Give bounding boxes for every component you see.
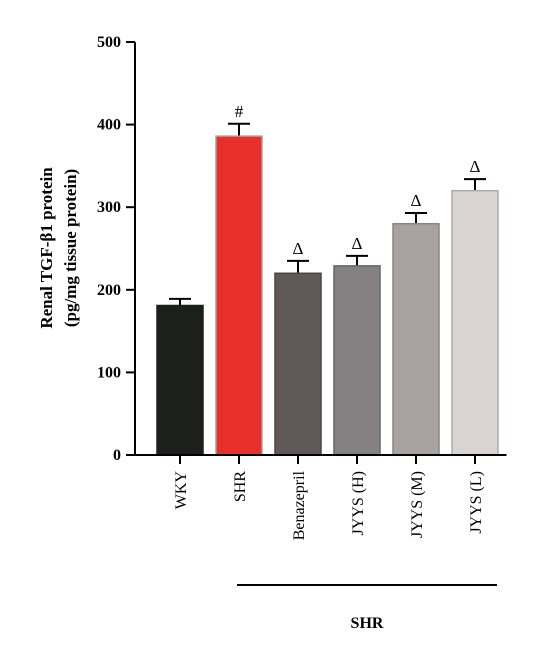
y-tick-label: 500 <box>97 34 121 51</box>
bar <box>274 272 322 456</box>
x-category-label: JYYS (L) <box>468 471 485 534</box>
x-category-label: Benazepril <box>291 470 308 540</box>
y-tick-label: 400 <box>97 117 121 134</box>
group-label: SHR <box>351 615 384 632</box>
significance-marker: Δ <box>470 157 481 176</box>
significance-marker: Δ <box>352 234 363 253</box>
y-tick-label: 200 <box>97 282 121 299</box>
x-axis: WKY SHR Benazepril JYYS (H) JYYS (M) JYYS (L) <box>134 454 507 540</box>
bars: # Δ Δ Δ Δ <box>156 102 499 456</box>
y-axis-title-line2: (pg/mg tissue protein) <box>61 169 80 327</box>
x-category-label: JYYS (M) <box>409 471 426 538</box>
x-category-label: SHR <box>232 471 249 502</box>
y-tick-label: 0 <box>113 447 121 464</box>
x-category-label: WKY <box>173 471 190 510</box>
significance-marker: Δ <box>293 239 304 258</box>
bar <box>156 304 204 456</box>
significance-marker: # <box>235 102 244 121</box>
y-axis-title-line1: Renal TGF-β1 protein <box>37 167 56 329</box>
x-category-label: JYYS (H) <box>350 471 367 535</box>
bar <box>392 222 440 456</box>
bar <box>451 189 499 456</box>
significance-marker: Δ <box>411 191 422 210</box>
y-tick-label: 100 <box>97 364 121 381</box>
bar <box>215 135 263 456</box>
y-tick-label: 300 <box>97 199 121 216</box>
bar <box>333 265 381 456</box>
y-axis: 0 100 200 300 400 500 <box>97 34 136 464</box>
